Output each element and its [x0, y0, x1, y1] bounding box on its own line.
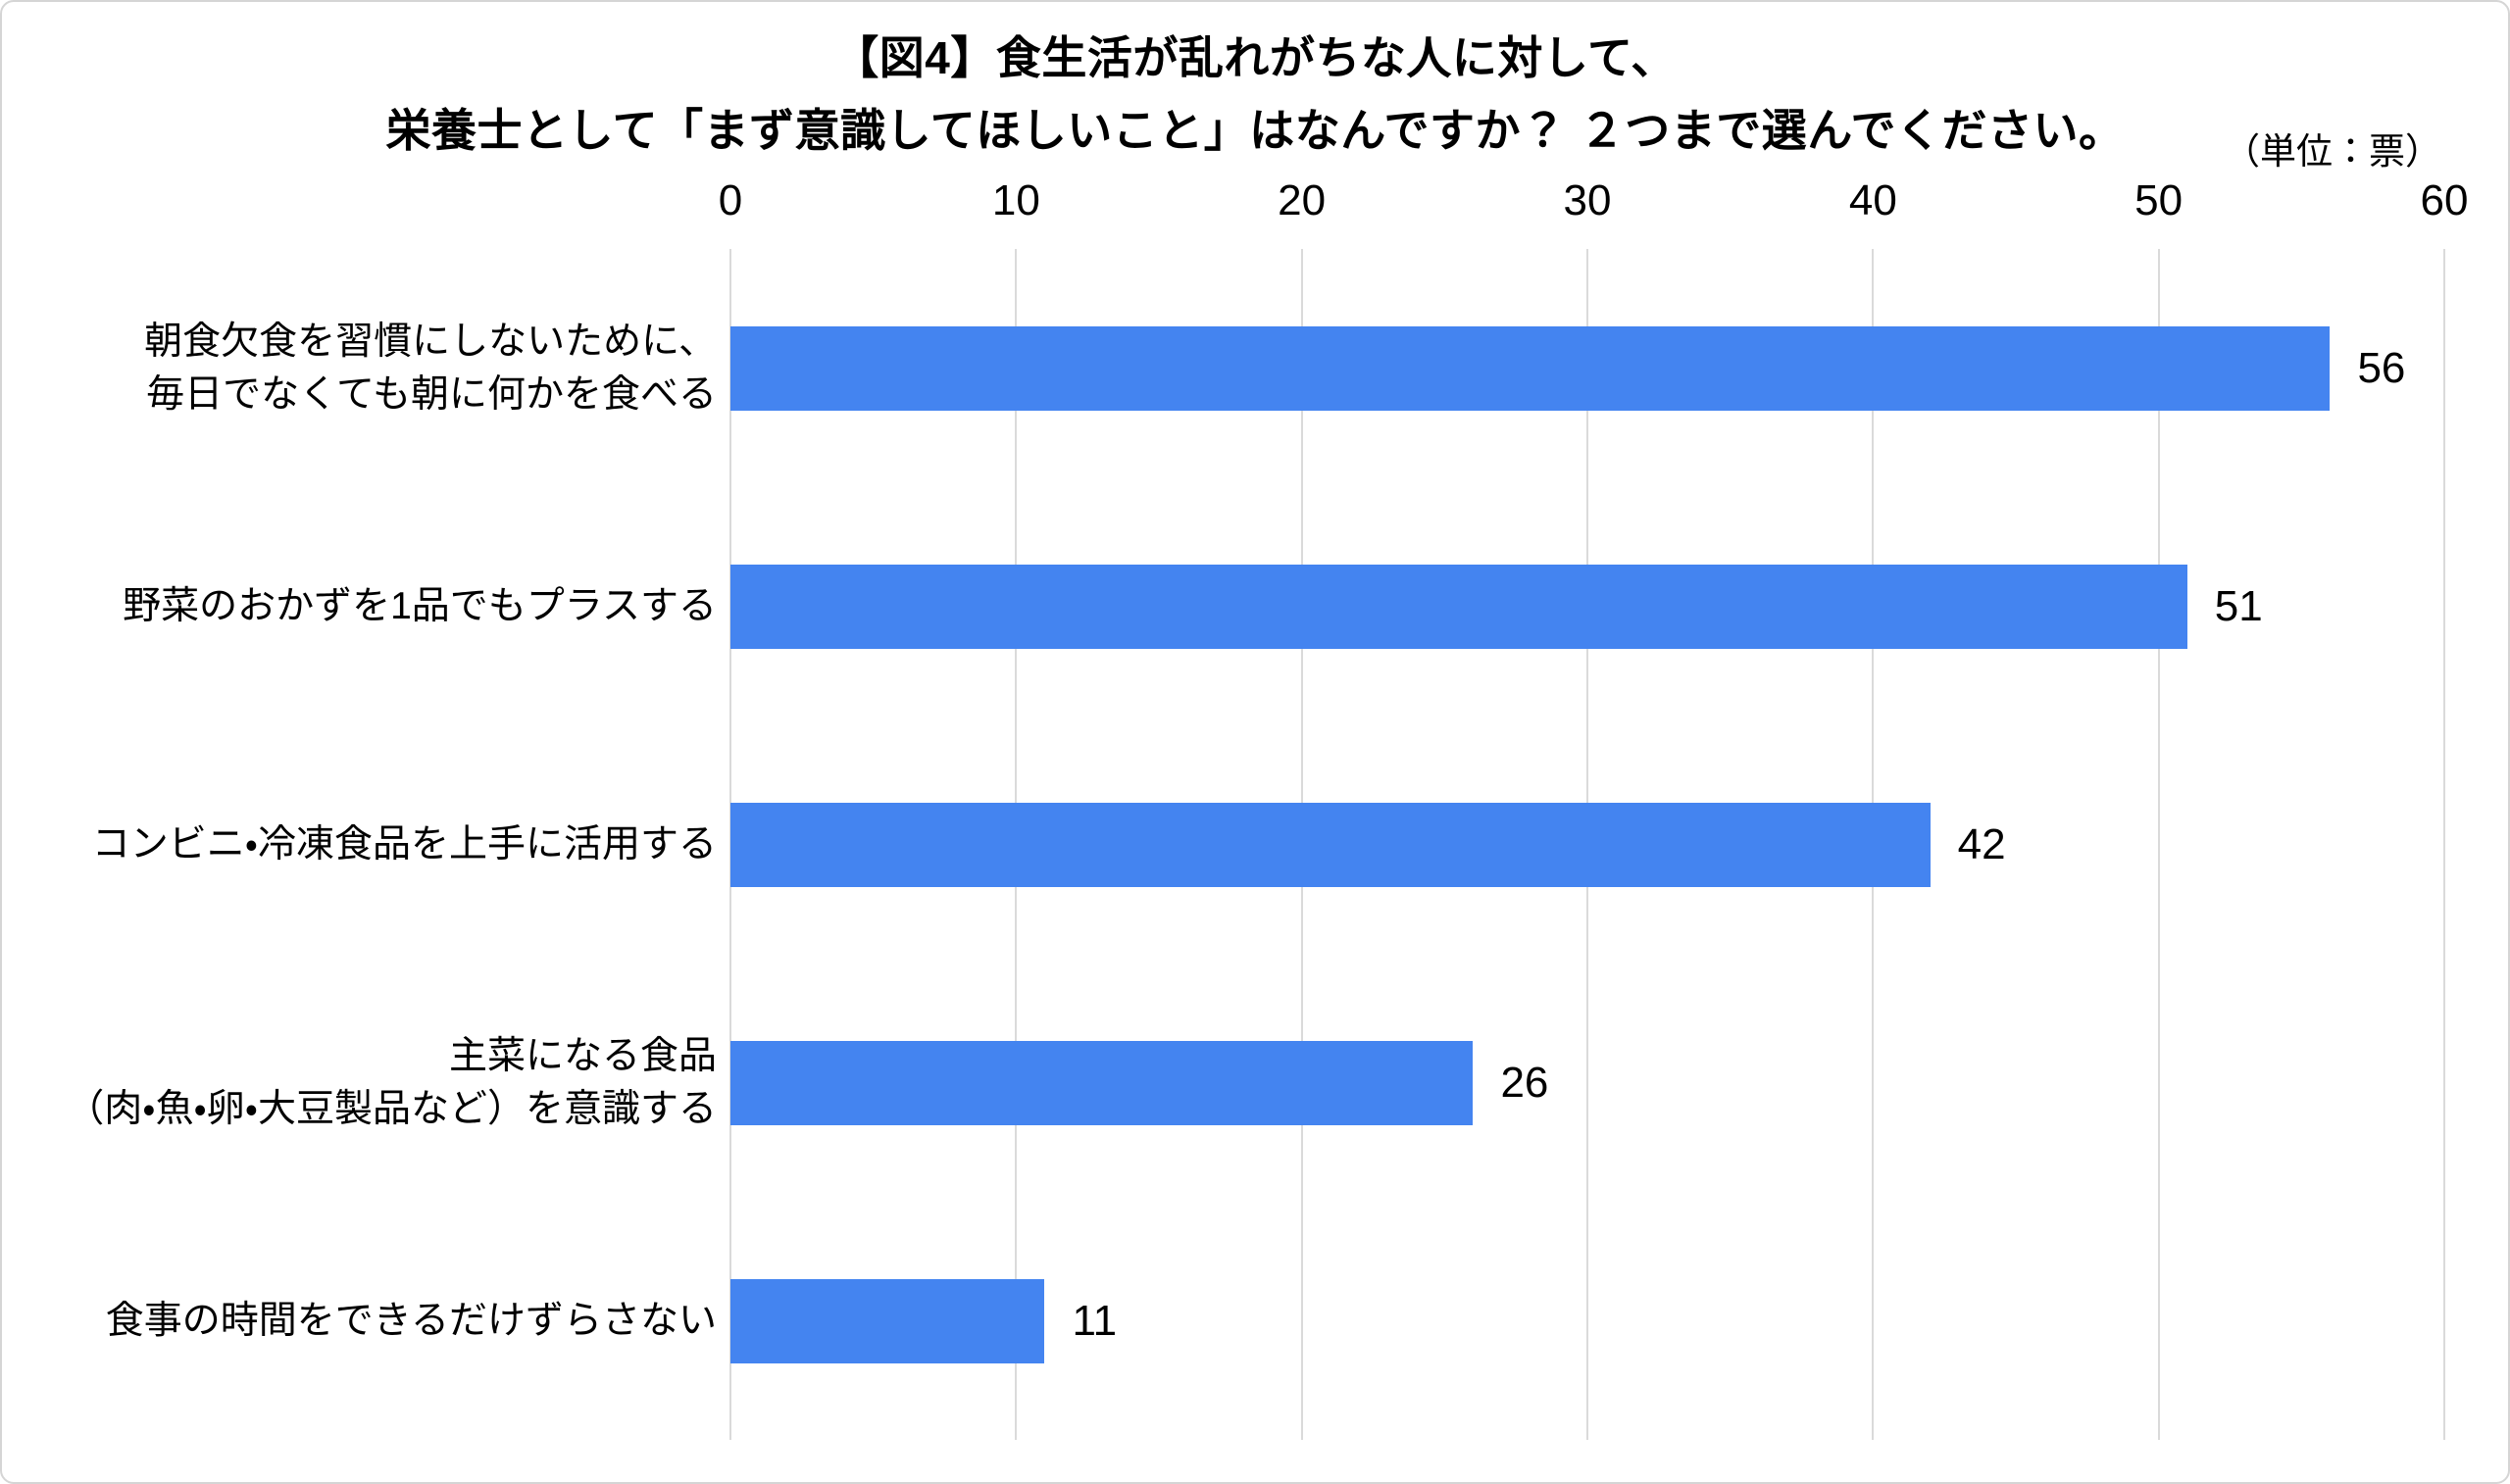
bar-value-4: 26 — [1500, 1058, 1549, 1107]
chart-title-line1: 【図4】食生活が乱れがちな人に対して、 — [833, 32, 1677, 83]
chart-row-3: コンビニ・冷凍食品を上手に活用する 42 — [31, 725, 2444, 964]
gridline-50 — [2157, 249, 2160, 1440]
x-axis-tick-40: 40 — [1848, 176, 1897, 224]
category-label-3: コンビニ・冷凍食品を上手に活用する — [31, 818, 730, 871]
bar-rows: 朝食欠食を習慣にしないために、 毎日でなくても朝に何かを食べる 56 野菜のおかずを1… — [31, 249, 2444, 1440]
chart-title-line2: 栄養士として「まず意識してほしいこと」はなんですか？ ２つまで選んでください。 — [385, 105, 2125, 156]
bar-5 — [730, 1278, 1045, 1363]
chart-row-1: 朝食欠食を習慣にしないために、 毎日でなくても朝に何かを食べる 56 — [31, 249, 2444, 487]
bar-value-2: 51 — [2214, 581, 2263, 630]
plot-area: 朝食欠食を習慣にしないために、 毎日でなくても朝に何かを食べる 56 野菜のおかずを1… — [31, 249, 2445, 1440]
unit-label: （単位：票） — [2224, 131, 2441, 172]
chart-row-4: 主菜になる食品 （肉・魚・卵・大豆製品など）を意識する 26 — [31, 964, 2444, 1202]
category-label-2: 野菜のおかずを1品でもプラスする — [31, 580, 730, 633]
bar-value-5: 11 — [1072, 1296, 1118, 1345]
category-label-line: 野菜のおかずを1品でもプラスする — [123, 584, 717, 627]
chart-row-2: 野菜のおかずを1品でもプラスする 51 — [31, 487, 2444, 725]
bar-track-4: 26 — [730, 964, 2444, 1202]
category-label-line: 毎日でなくても朝に何かを食べる — [146, 372, 717, 416]
category-label-line: 主菜になる食品 — [448, 1034, 717, 1077]
bar-track-5: 11 — [730, 1202, 2444, 1440]
x-axis-tick-50: 50 — [2134, 176, 2184, 224]
bar-track-3: 42 — [730, 725, 2444, 964]
bar-track-1: 56 — [730, 249, 2444, 487]
bar-value-1: 56 — [2357, 343, 2406, 392]
category-label-line: コンビニ・冷凍食品を上手に活用する — [91, 822, 717, 866]
bar-3 — [730, 802, 1931, 887]
bar-track-2: 51 — [730, 487, 2444, 725]
x-axis-tick-30: 30 — [1563, 176, 1612, 224]
bar-4 — [730, 1040, 1474, 1125]
chart-title: 【図4】食生活が乱れがちな人に対して、 栄養士として「まず意識してほしいこと」は… — [2, 22, 2508, 167]
x-axis-tick-60: 60 — [2420, 176, 2469, 224]
bar-value-3: 42 — [1957, 819, 2006, 868]
x-axis-tick-10: 10 — [991, 176, 1040, 224]
category-label-line: （肉・魚・卵・大豆製品など）を意識する — [66, 1087, 717, 1130]
category-label-1: 朝食欠食を習慣にしないために、 毎日でなくても朝に何かを食べる — [31, 316, 730, 421]
bar-1 — [730, 325, 2331, 411]
gridline-60 — [2443, 249, 2445, 1440]
x-axis: 0 10 20 30 40 50 60 — [719, 167, 2469, 249]
bar-chart: 0 10 20 30 40 50 60 朝食欠食を習慣にしないために、 毎日でなくても朝に何か… — [31, 167, 2469, 1440]
x-axis-tick-0: 0 — [718, 176, 743, 224]
chart-row-5: 食事の時間をできるだけずらさない 11 — [31, 1202, 2444, 1440]
category-label-5: 食事の時間をできるだけずらさない — [31, 1295, 730, 1348]
bar-2 — [730, 564, 2187, 649]
x-axis-tick-20: 20 — [1278, 176, 1327, 224]
category-label-line: 食事の時間をできるだけずらさない — [105, 1299, 717, 1342]
category-label-4: 主菜になる食品 （肉・魚・卵・大豆製品など）を意識する — [31, 1030, 730, 1136]
category-label-line: 朝食欠食を習慣にしないために、 — [144, 320, 717, 363]
